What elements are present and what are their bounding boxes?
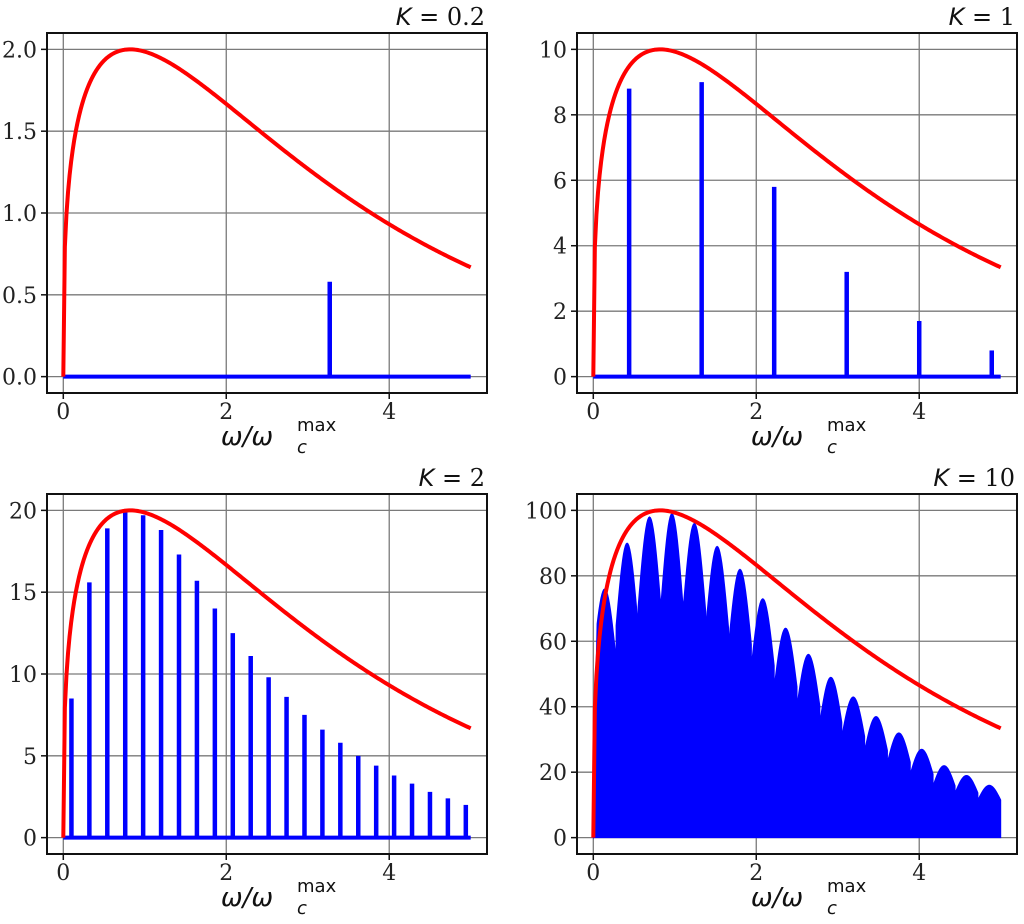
y-tick-label: 0.5 — [2, 284, 37, 309]
panel-title: K = 0.2 — [396, 3, 485, 31]
panel-title: K = 2 — [419, 464, 485, 492]
x-tick-label: 4 — [912, 861, 926, 886]
y-tick-label: 5 — [23, 745, 37, 770]
x-tick-label: 2 — [219, 861, 233, 886]
y-tick-label: 4 — [553, 235, 567, 260]
y-tick-label: 80 — [539, 565, 567, 590]
y-tick-label: 0.0 — [2, 366, 37, 391]
title-equals: = — [411, 3, 446, 31]
title-equals: = — [964, 3, 999, 31]
y-tick-label: 60 — [539, 630, 567, 655]
title-equals: = — [949, 464, 984, 492]
x-tick-label: 2 — [219, 400, 233, 425]
plot-frame — [576, 32, 1018, 394]
y-tick-label: 8 — [553, 104, 567, 129]
x-tick-label: 4 — [912, 400, 926, 425]
title-value: 0.2 — [447, 3, 485, 31]
y-tick-label: 40 — [539, 696, 567, 721]
y-tick-label: 10 — [539, 38, 567, 63]
y-tick-label: 0 — [553, 366, 567, 391]
x-tick-label: 0 — [586, 861, 600, 886]
y-tick-label: 2 — [553, 300, 567, 325]
x-tick-label: 0 — [56, 861, 70, 886]
x-axis-label: ω/ω — [221, 422, 273, 452]
panel-title: K = 1 — [949, 3, 1015, 31]
x-axis-label-subscript: c — [297, 898, 307, 919]
title-value: 2 — [470, 464, 485, 492]
title-variable: K — [933, 464, 951, 492]
panel-title: K = 10 — [933, 464, 1015, 492]
x-axis-label-superscript: max — [297, 876, 337, 897]
x-axis-label-subscript: c — [827, 898, 837, 919]
y-tick-label: 20 — [9, 499, 37, 524]
x-axis-label: ω/ω — [751, 883, 803, 913]
y-tick-label: 0 — [553, 827, 567, 852]
y-tick-label: 10 — [9, 663, 37, 688]
x-axis-label-superscript: max — [827, 415, 867, 436]
x-tick-label: 2 — [749, 400, 763, 425]
x-axis-label: ω/ω — [221, 883, 273, 913]
x-axis-label-superscript: max — [827, 876, 867, 897]
y-tick-label: 1.0 — [2, 202, 37, 227]
envelope-line — [591, 508, 1002, 838]
plot-area — [61, 508, 472, 840]
y-tick-label: 6 — [553, 169, 567, 194]
y-tick-label: 2.0 — [2, 38, 37, 63]
x-axis-label-superscript: max — [297, 415, 337, 436]
filled-area — [592, 512, 1002, 839]
plot-area — [61, 47, 472, 379]
x-tick-label: 4 — [382, 400, 396, 425]
y-tick-label: 1.5 — [2, 120, 37, 145]
title-variable: K — [396, 3, 414, 31]
y-tick-label: 100 — [525, 499, 567, 524]
x-tick-label: 2 — [749, 861, 763, 886]
x-tick-label: 0 — [586, 400, 600, 425]
title-variable: K — [949, 3, 967, 31]
title-equals: = — [434, 464, 469, 492]
plot-area — [591, 508, 1002, 839]
envelope-line — [61, 508, 472, 838]
x-tick-label: 0 — [56, 400, 70, 425]
y-tick-label: 15 — [9, 581, 37, 606]
x-tick-label: 4 — [382, 861, 396, 886]
title-value: 10 — [984, 464, 1015, 492]
y-tick-label: 20 — [539, 761, 567, 786]
title-value: 1 — [1000, 3, 1015, 31]
title-variable: K — [419, 464, 437, 492]
envelope-line — [591, 47, 1002, 377]
envelope-line — [61, 47, 472, 377]
plot-frame — [576, 493, 1018, 855]
plot-area — [591, 47, 1002, 379]
y-tick-label: 0 — [23, 827, 37, 852]
x-axis-label-subscript: c — [827, 437, 837, 458]
x-axis-label-subscript: c — [297, 437, 307, 458]
x-axis-label: ω/ω — [751, 422, 803, 452]
